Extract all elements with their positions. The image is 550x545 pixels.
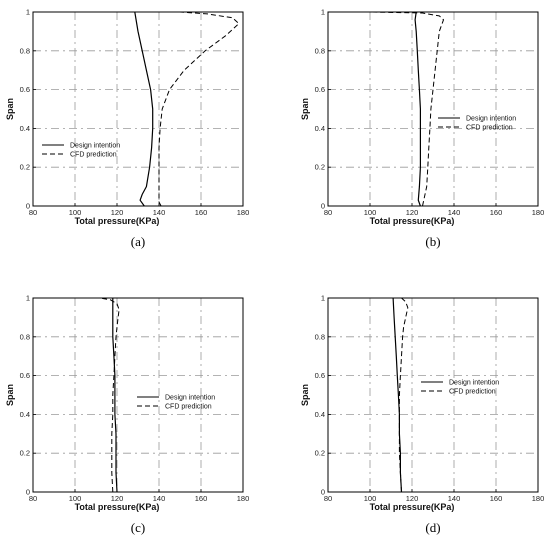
series-line-design-intention: [134, 11, 154, 207]
x-tick-label: 120: [406, 208, 419, 217]
x-tick-label: 180: [532, 494, 545, 503]
x-tick-label: 140: [153, 494, 166, 503]
chart-panel-b: 80 100 120 140 160 180 0 0.2 0.4 0.6 0.8 1 Total pre…: [300, 8, 544, 250]
y-tick-label: 0.8: [20, 332, 30, 341]
x-tick-label: 160: [490, 494, 503, 503]
legend-label: Design intention: [165, 395, 215, 402]
y-tick-label: 0: [26, 488, 30, 497]
legend-label: CFD prediction: [165, 404, 212, 411]
chart-panel-d: 80 100 120 140 160 180 0 0.2 0.4 0.6 0.8 1 Total pre…: [300, 294, 544, 536]
y-tick-label: 0: [26, 202, 30, 211]
x-tick-label: 80: [324, 494, 332, 503]
chart-panel-c: 80 100 120 140 160 180 0 0.2 0.4 0.6 0.8 1 Total pre…: [5, 294, 249, 536]
y-axis-label: Span: [5, 98, 15, 120]
y-tick-label: 0.8: [20, 46, 30, 55]
y-tick-label: 0.2: [20, 163, 30, 172]
x-tick-label: 80: [29, 494, 37, 503]
y-axis-label: Span: [300, 384, 310, 406]
y-tick-label: 0.2: [20, 449, 30, 458]
y-tick-label: 0.2: [315, 449, 325, 458]
panel-caption: (d): [425, 520, 440, 535]
x-tick-label: 100: [364, 208, 377, 217]
plot-frame: [32, 297, 244, 493]
plot-frame: [327, 11, 539, 207]
plot-frame: [327, 297, 539, 493]
panel-caption: (b): [425, 234, 440, 249]
x-axis-label: Total pressure(KPa): [370, 216, 455, 226]
y-tick-label: 0.4: [315, 124, 325, 133]
x-tick-label: 100: [69, 494, 82, 503]
x-tick-label: 180: [237, 494, 250, 503]
y-tick-label: 0.6: [20, 85, 30, 94]
x-tick-label: 120: [111, 208, 124, 217]
series-line-design-intention: [392, 297, 403, 493]
series-line-cfd-prediction: [75, 11, 240, 207]
x-tick-label: 120: [406, 494, 419, 503]
series-line-cfd-prediction: [369, 11, 444, 207]
y-tick-label: 1: [321, 8, 325, 17]
x-tick-label: 120: [111, 494, 124, 503]
series-line-cfd-prediction: [398, 297, 409, 493]
y-tick-label: 0.6: [20, 371, 30, 380]
panel-caption: (a): [131, 234, 145, 249]
x-tick-label: 180: [532, 208, 545, 217]
y-tick-label: 0.6: [315, 371, 325, 380]
y-axis-label: Span: [5, 384, 15, 406]
legend-label: CFD prediction: [449, 389, 496, 396]
y-tick-label: 1: [321, 294, 325, 303]
legend-label: CFD prediction: [70, 152, 117, 159]
y-tick-label: 0.8: [315, 332, 325, 341]
y-tick-label: 0: [321, 488, 325, 497]
y-axis-label: Span: [300, 98, 310, 120]
x-tick-label: 180: [237, 208, 250, 217]
legend-label: Design intention: [466, 116, 516, 123]
y-tick-label: 1: [26, 8, 30, 17]
x-tick-label: 140: [448, 494, 461, 503]
series-line-design-intention: [414, 11, 421, 207]
x-tick-label: 160: [195, 494, 208, 503]
series-line-cfd-prediction: [100, 297, 120, 493]
y-tick-label: 0.2: [315, 163, 325, 172]
y-tick-label: 0.4: [315, 410, 325, 419]
x-tick-label: 160: [490, 208, 503, 217]
x-axis-label: Total pressure(KPa): [370, 502, 455, 512]
chart-panel-a: 80 100 120 140 160 180 0 0.2 0.4 0.6 0.8 1 Total pre…: [5, 8, 249, 250]
legend-label: Design intention: [70, 143, 120, 150]
x-axis-label: Total pressure(KPa): [75, 216, 160, 226]
x-tick-label: 80: [29, 208, 37, 217]
y-tick-label: 1: [26, 294, 30, 303]
y-tick-label: 0.4: [20, 124, 30, 133]
legend-label: CFD prediction: [466, 125, 513, 132]
legend-label: Design intention: [449, 380, 499, 387]
x-tick-label: 100: [69, 208, 82, 217]
series-line-design-intention: [112, 298, 118, 493]
y-tick-label: 0.6: [315, 85, 325, 94]
x-tick-label: 160: [195, 208, 208, 217]
panel-caption: (c): [131, 520, 145, 535]
x-tick-label: 140: [153, 208, 166, 217]
y-tick-label: 0: [321, 202, 325, 211]
x-tick-label: 100: [364, 494, 377, 503]
x-axis-label: Total pressure(KPa): [75, 502, 160, 512]
y-tick-label: 0.4: [20, 410, 30, 419]
y-tick-label: 0.8: [315, 46, 325, 55]
x-tick-label: 80: [324, 208, 332, 217]
x-tick-label: 140: [448, 208, 461, 217]
plot-frame: [32, 11, 244, 207]
